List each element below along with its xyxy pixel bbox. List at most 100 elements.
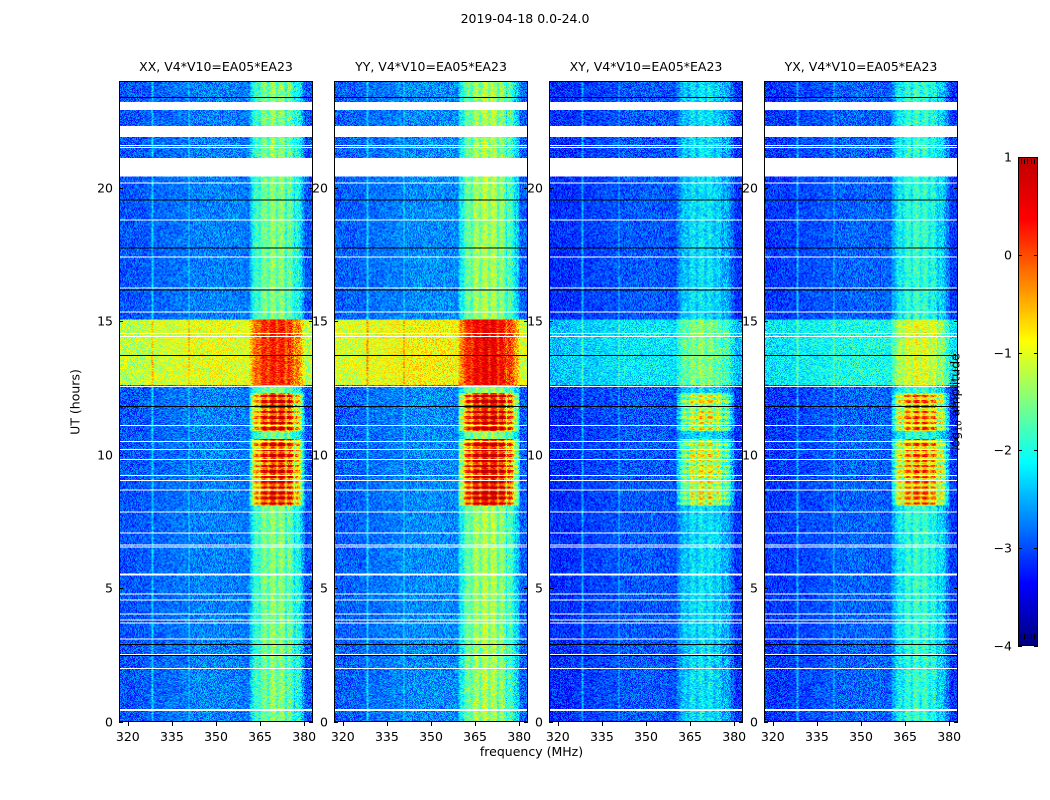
colorbar-label-prefix: log: [947, 431, 963, 451]
dynamic-spectrum-xx: [120, 82, 312, 721]
colorbar-tickmark: [1034, 255, 1038, 256]
y-tickmark: [764, 588, 768, 589]
y-tickmark: [334, 722, 338, 723]
colorbar-tick-label: 0: [1004, 247, 1012, 263]
x-tick-label: 380: [292, 729, 317, 744]
colorbar: −4 −3 −2 −1 0 1 log10 amplitude: [948, 150, 1038, 654]
x-axis-label: frequency (MHz): [479, 744, 584, 759]
y-tickmark: [524, 722, 528, 723]
x-tickmark: [690, 722, 691, 726]
colorbar-minor-tick: [1024, 634, 1026, 639]
colorbar-tickmark: [1018, 157, 1022, 158]
x-tickmark: [343, 722, 344, 726]
colorbar-tickmark: [1034, 548, 1038, 549]
x-tick-label: 365: [463, 729, 488, 744]
y-tickmark: [764, 188, 768, 189]
y-tickmark: [524, 188, 528, 189]
y-tick-label: 5: [105, 580, 113, 596]
y-tick-label: 0: [105, 714, 113, 730]
colorbar-minor-tick: [1033, 634, 1035, 639]
y-tick-label: 20: [97, 180, 113, 196]
y-tickmark: [334, 455, 338, 456]
x-tickmark: [734, 722, 735, 726]
y-tick-label: 10: [97, 447, 113, 463]
y-tick-label: 20: [312, 180, 328, 196]
y-tickmark: [739, 722, 743, 723]
y-tick-label: 15: [97, 313, 113, 329]
colorbar-label: log10 amplitude: [948, 353, 965, 451]
spectrum-axes-xx[interactable]: [119, 81, 313, 722]
y-tickmark: [954, 588, 958, 589]
y-tickmark: [549, 321, 553, 322]
x-tickmark: [304, 722, 305, 726]
y-tickmark: [334, 588, 338, 589]
x-tick-label: 365: [248, 729, 273, 744]
x-tick-label: 335: [804, 729, 829, 744]
y-tick-label: 5: [535, 580, 543, 596]
x-tickmark: [905, 722, 906, 726]
x-tickmark: [128, 722, 129, 726]
y-tickmark: [549, 455, 553, 456]
y-tickmark: [309, 321, 313, 322]
dynamic-spectrum-yx: [765, 82, 957, 721]
y-tickmark: [119, 188, 123, 189]
x-tick-label: 380: [507, 729, 532, 744]
x-tickmark: [216, 722, 217, 726]
y-tick-label: 15: [312, 313, 328, 329]
spectrum-axes-yx[interactable]: [764, 81, 958, 722]
colorbar-tick-label: −1: [993, 345, 1012, 361]
x-tickmark: [431, 722, 432, 726]
panel-xy: XY, V4*V10=EA05*EA23 320 335 350 365 380 0 5 10 1…: [527, 59, 746, 744]
colorbar-tick-label: −3: [993, 540, 1012, 556]
colorbar-tick-label: −2: [993, 442, 1012, 458]
y-tickmark: [119, 588, 123, 589]
colorbar-minor-tick: [1030, 159, 1032, 164]
y-tick-label: 20: [527, 180, 543, 196]
x-tickmark: [602, 722, 603, 726]
x-tick-label: 335: [589, 729, 614, 744]
colorbar-tick-label: −4: [993, 638, 1012, 654]
x-tick-label: 380: [937, 729, 962, 744]
x-tickmark: [475, 722, 476, 726]
y-axis-label: UT (hours): [67, 368, 83, 435]
colorbar-tickmark: [1034, 450, 1038, 451]
colorbar-tickmark: [1018, 548, 1022, 549]
colorbar-tick-label: 1: [1004, 149, 1012, 165]
y-tick-label: 15: [742, 313, 758, 329]
x-tick-label: 320: [545, 729, 570, 744]
dynamic-spectrum-xy: [550, 82, 742, 721]
x-tick-label: 320: [330, 729, 355, 744]
dynamic-spectrum-yy: [335, 82, 527, 721]
y-tickmark: [549, 588, 553, 589]
colorbar-label-subscript: 10: [954, 419, 965, 432]
colorbar-minor-tick: [1021, 634, 1022, 639]
y-tickmark: [549, 722, 553, 723]
x-tick-label: 380: [722, 729, 747, 744]
y-tick-label: 20: [742, 180, 758, 196]
y-tickmark: [954, 722, 958, 723]
figure-suptitle: 2019-04-18 0.0-24.0: [460, 11, 590, 26]
x-tick-label: 335: [374, 729, 399, 744]
x-tick-label: 320: [760, 729, 785, 744]
colorbar-minor-tick: [1021, 159, 1022, 164]
spectrum-axes-yy[interactable]: [334, 81, 528, 722]
colorbar-minor-tick: [1027, 159, 1029, 164]
colorbar-minor-tick: [1024, 159, 1026, 164]
y-tick-label: 0: [750, 714, 758, 730]
y-tick-label: 15: [527, 313, 543, 329]
y-tickmark: [309, 722, 313, 723]
colorbar-tickmark: [1034, 157, 1038, 158]
panel-title-xx: XX, V4*V10=EA05*EA23: [139, 59, 293, 74]
y-tickmark: [334, 188, 338, 189]
x-tick-label: 350: [419, 729, 443, 744]
y-tickmark: [764, 455, 768, 456]
colorbar-tickmark: [1034, 646, 1038, 647]
x-tick-label: 365: [678, 729, 703, 744]
y-tickmark: [119, 722, 123, 723]
colorbar-tickmark: [1018, 255, 1022, 256]
y-tickmark: [764, 722, 768, 723]
x-tickmark: [773, 722, 774, 726]
spectrum-axes-xy[interactable]: [549, 81, 743, 722]
y-tickmark: [309, 588, 313, 589]
panel-title-xy: XY, V4*V10=EA05*EA23: [569, 59, 723, 74]
